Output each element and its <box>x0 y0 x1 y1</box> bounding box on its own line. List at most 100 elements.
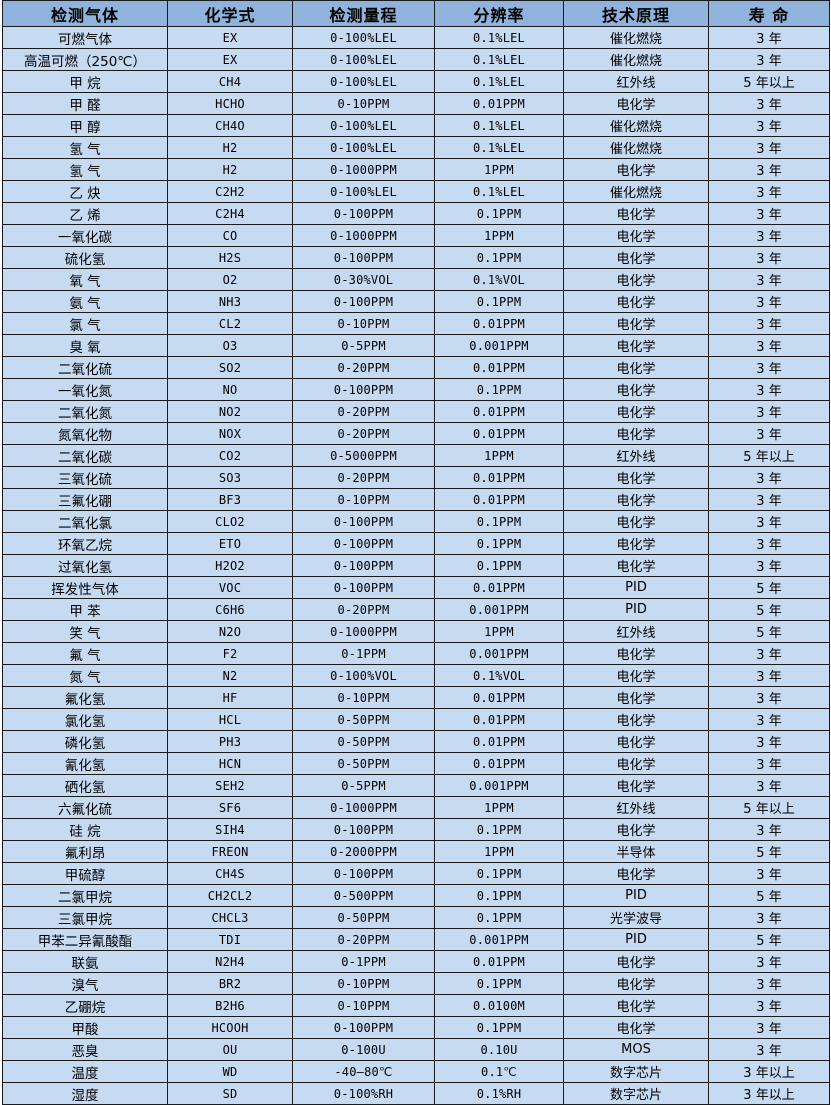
cell-tech: 红外线 <box>563 444 709 467</box>
table-row: 臭 氧 O3 0-5PPM 0.001PPM 电化学 3 年 <box>2 334 830 357</box>
cell-res: 1PPM <box>434 796 564 819</box>
table-row: 氟利昂 FREON 0-2000PPM 1PPM 半导体 5 年 <box>2 840 830 863</box>
cell-res: 0.0100M <box>434 994 564 1017</box>
column-header-formula: 化学式 <box>167 0 293 27</box>
cell-life: 3 年 <box>708 378 830 401</box>
cell-life: 3 年 <box>708 554 830 577</box>
cell-gas: 二氧化碳 <box>2 444 168 467</box>
cell-life: 3 年 <box>708 224 830 247</box>
cell-range: 0-10PPM <box>292 686 435 709</box>
cell-res: 0.1℃ <box>434 1060 564 1083</box>
cell-res: 0.01PPM <box>434 488 564 511</box>
cell-range: -40—80℃ <box>292 1060 435 1083</box>
column-header-gas: 检测气体 <box>2 0 168 27</box>
cell-tech: PID <box>563 928 709 951</box>
cell-life: 3 年 <box>708 92 830 115</box>
cell-tech: 数字芯片 <box>563 1082 709 1105</box>
cell-life: 3 年 <box>708 180 830 203</box>
table-row: 三氟化硼 BF3 0-10PPM 0.01PPM 电化学 3 年 <box>2 488 830 511</box>
table-row: 高温可燃（250℃） EX 0-100%LEL 0.1%LEL 催化燃烧 3 年 <box>2 48 830 71</box>
cell-formula: O3 <box>167 334 293 357</box>
cell-range: 0-100PPM <box>292 818 435 841</box>
cell-gas: 氟利昂 <box>2 840 168 863</box>
cell-tech: MOS <box>563 1038 709 1061</box>
cell-res: 0.1%RH <box>434 1082 564 1105</box>
table-row: 一氧化碳 CO 0-1000PPM 1PPM 电化学 3 年 <box>2 224 830 247</box>
table-row: 笑 气 N2O 0-1000PPM 1PPM 红外线 5 年 <box>2 620 830 643</box>
cell-res: 0.1PPM <box>434 246 564 269</box>
table-row: 氮氧化物 NOX 0-20PPM 0.01PPM 电化学 3 年 <box>2 422 830 445</box>
table-row: 二氯甲烷 CH2CL2 0-500PPM 0.1PPM PID 5 年 <box>2 884 830 907</box>
table-row: 甲苯二异氰酸酯 TDI 0-20PPM 0.001PPM PID 5 年 <box>2 928 830 951</box>
cell-life: 3 年 <box>708 686 830 709</box>
table-row: 硫化氢 H2S 0-100PPM 0.1PPM 电化学 3 年 <box>2 246 830 269</box>
cell-formula: OU <box>167 1038 293 1061</box>
cell-life: 3 年以上 <box>708 1082 830 1105</box>
cell-formula: H2 <box>167 158 293 181</box>
cell-range: 0-100PPM <box>292 378 435 401</box>
table-row: 湿度 SD 0-100%RH 0.1%RH 数字芯片 3 年以上 <box>2 1082 830 1105</box>
table-row: 二氧化氯 CLO2 0-100PPM 0.1PPM 电化学 3 年 <box>2 510 830 533</box>
cell-tech: 催化燃烧 <box>563 48 709 71</box>
cell-life: 3 年 <box>708 158 830 181</box>
cell-gas: 硒化氢 <box>2 774 168 797</box>
cell-range: 0-10PPM <box>292 312 435 335</box>
cell-gas: 三氯甲烷 <box>2 906 168 929</box>
cell-range: 0-10PPM <box>292 92 435 115</box>
cell-gas: 氨 气 <box>2 290 168 313</box>
cell-formula: N2 <box>167 664 293 687</box>
column-header-range: 检测量程 <box>292 0 435 27</box>
cell-range: 0-20PPM <box>292 598 435 621</box>
cell-formula: CO <box>167 224 293 247</box>
cell-formula: SO2 <box>167 356 293 379</box>
cell-formula: TDI <box>167 928 293 951</box>
cell-formula: BR2 <box>167 972 293 995</box>
table-row: 二氧化碳 CO2 0-5000PPM 1PPM 红外线 5 年以上 <box>2 444 830 467</box>
cell-range: 0-1PPM <box>292 950 435 973</box>
cell-range: 0-1000PPM <box>292 620 435 643</box>
table-row: 三氧化硫 SO3 0-20PPM 0.01PPM 电化学 3 年 <box>2 466 830 489</box>
cell-range: 0-100%LEL <box>292 180 435 203</box>
table-row: 六氟化硫 SF6 0-1000PPM 1PPM 红外线 5 年以上 <box>2 796 830 819</box>
cell-res: 0.01PPM <box>434 950 564 973</box>
cell-range: 0-20PPM <box>292 400 435 423</box>
cell-gas: 笑 气 <box>2 620 168 643</box>
cell-res: 1PPM <box>434 620 564 643</box>
cell-formula: HCHO <box>167 92 293 115</box>
cell-life: 3 年 <box>708 1038 830 1061</box>
cell-range: 0-20PPM <box>292 422 435 445</box>
cell-formula: PH3 <box>167 730 293 753</box>
cell-formula: NH3 <box>167 290 293 313</box>
cell-gas: 氟化氢 <box>2 686 168 709</box>
cell-res: 0.1PPM <box>434 1016 564 1039</box>
cell-life: 3 年 <box>708 510 830 533</box>
table-row: 温度 WD -40—80℃ 0.1℃ 数字芯片 3 年以上 <box>2 1060 830 1083</box>
cell-range: 0-10PPM <box>292 972 435 995</box>
cell-formula: SEH2 <box>167 774 293 797</box>
cell-res: 0.1PPM <box>434 378 564 401</box>
cell-life: 3 年 <box>708 752 830 775</box>
cell-res: 0.1PPM <box>434 862 564 885</box>
cell-range: 0-20PPM <box>292 928 435 951</box>
cell-tech: 电化学 <box>563 752 709 775</box>
cell-res: 0.01PPM <box>434 708 564 731</box>
cell-tech: 电化学 <box>563 488 709 511</box>
cell-gas: 可燃气体 <box>2 26 168 49</box>
cell-tech: 电化学 <box>563 312 709 335</box>
cell-res: 0.001PPM <box>434 774 564 797</box>
cell-tech: 电化学 <box>563 532 709 555</box>
table-row: 一氧化氮 NO 0-100PPM 0.1PPM 电化学 3 年 <box>2 378 830 401</box>
cell-tech: 电化学 <box>563 92 709 115</box>
cell-life: 3 年 <box>708 730 830 753</box>
cell-range: 0-20PPM <box>292 466 435 489</box>
cell-formula: HCN <box>167 752 293 775</box>
cell-formula: C6H6 <box>167 598 293 621</box>
cell-tech: 电化学 <box>563 334 709 357</box>
cell-formula: CH4O <box>167 114 293 137</box>
cell-formula: SF6 <box>167 796 293 819</box>
cell-life: 5 年 <box>708 576 830 599</box>
cell-res: 0.001PPM <box>434 642 564 665</box>
cell-range: 0-100PPM <box>292 532 435 555</box>
table-row: 氧 气 O2 0-30%VOL 0.1%VOL 电化学 3 年 <box>2 268 830 291</box>
table-row: 联氨 N2H4 0-1PPM 0.01PPM 电化学 3 年 <box>2 950 830 973</box>
